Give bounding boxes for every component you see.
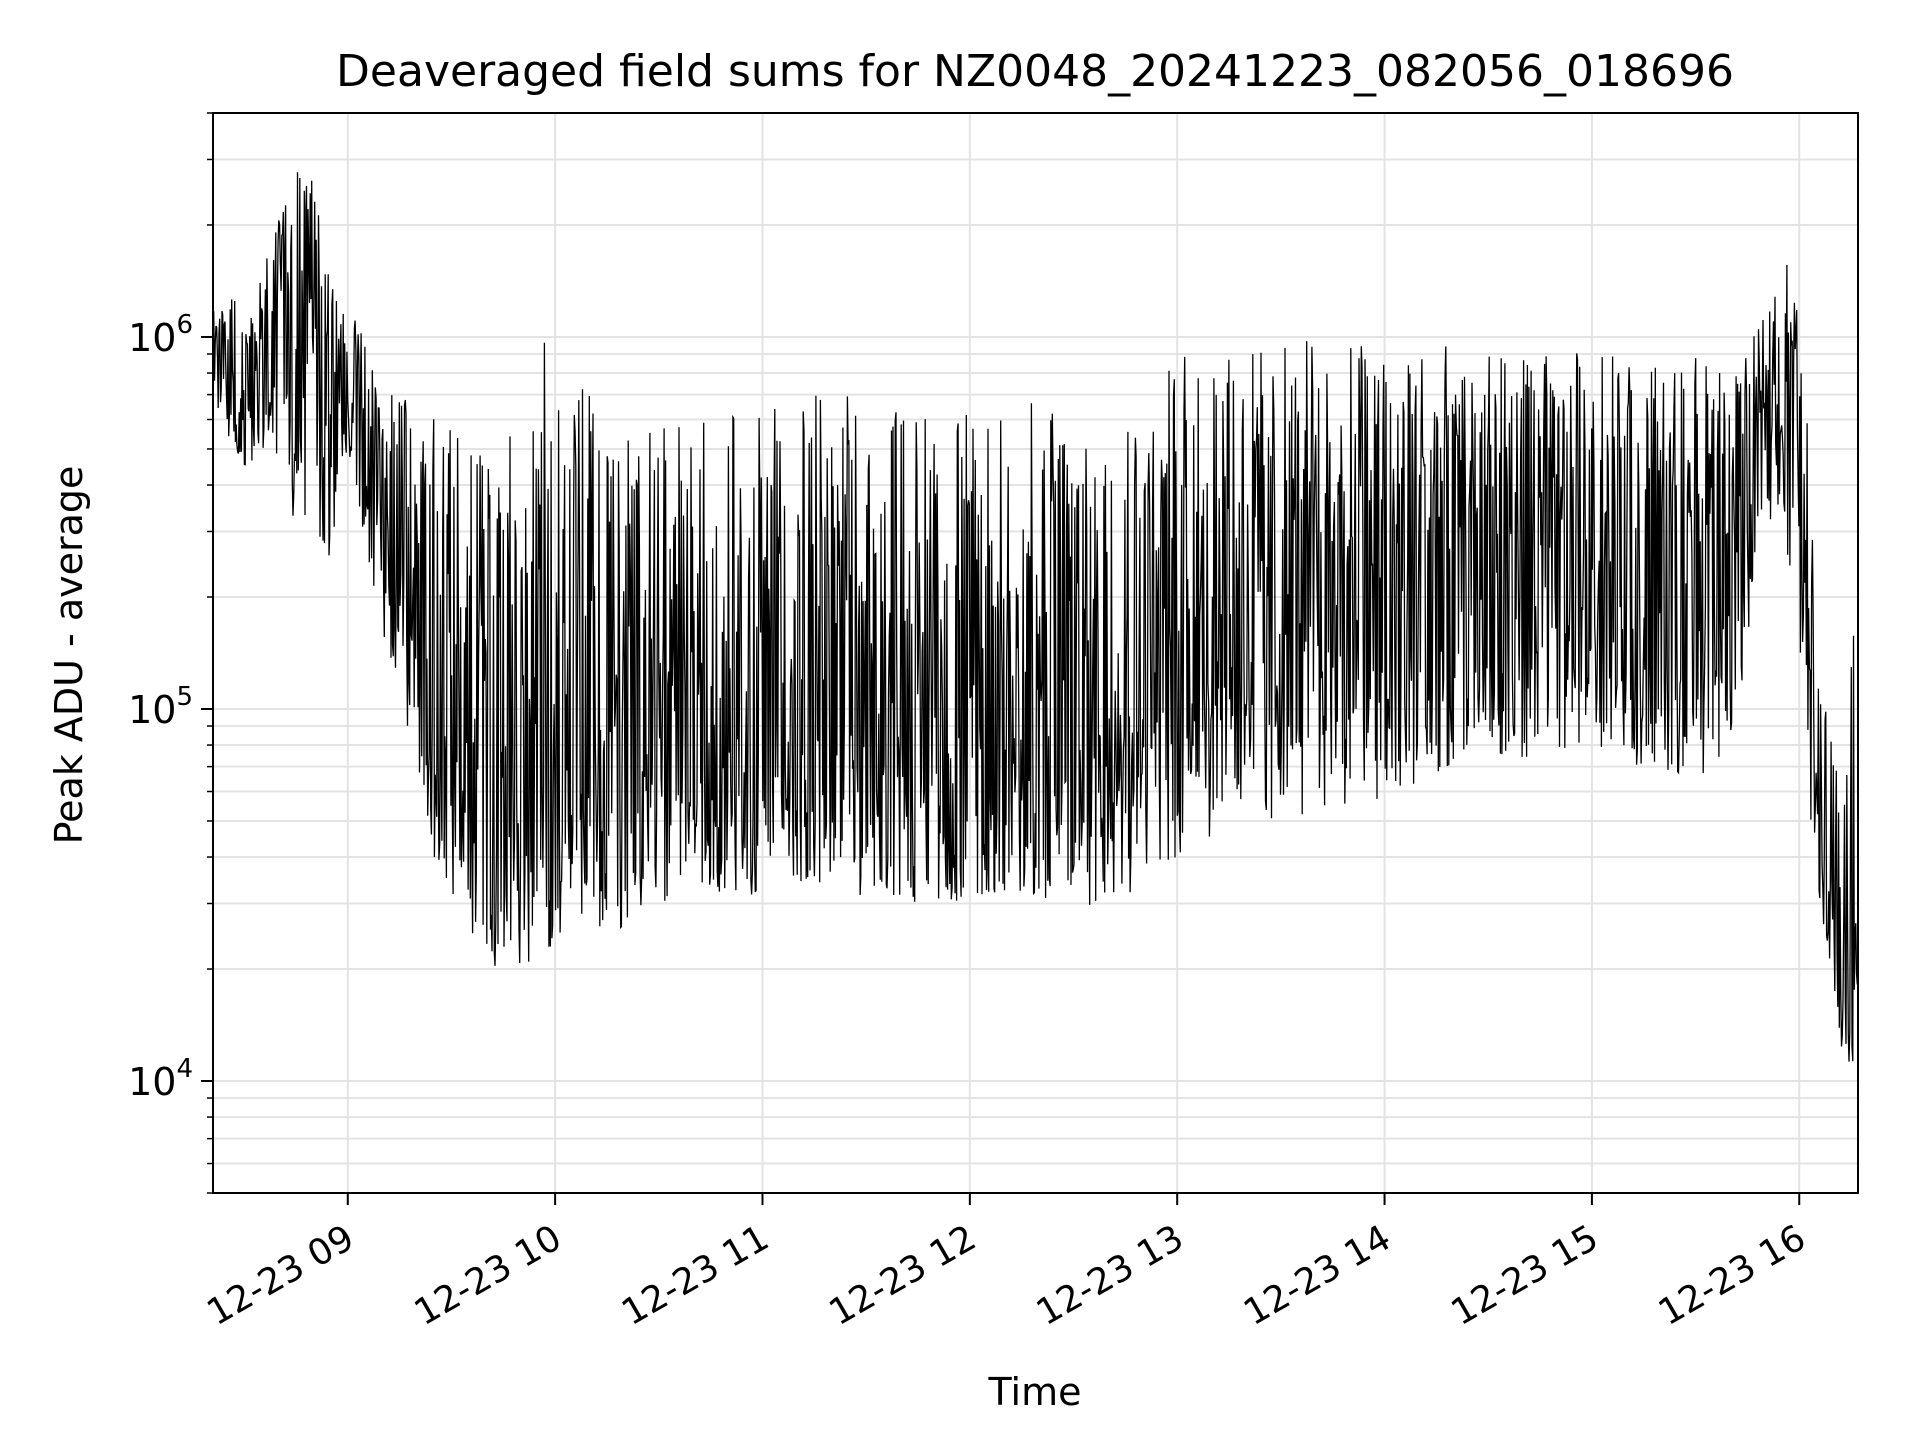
- chart-title: Deaveraged field sums for NZ0048_2024122…: [336, 46, 1734, 97]
- x-axis-label: Time: [988, 1370, 1082, 1414]
- series-line-path: [212, 172, 1859, 1062]
- y-tick-exponent: 6: [176, 310, 193, 340]
- y-tick-label: 104: [128, 1054, 193, 1104]
- y-tick-exponent: 4: [176, 1054, 193, 1084]
- y-axis-label: Peak ADU - average: [47, 466, 91, 845]
- y-tick-label: 106: [128, 310, 193, 360]
- data-series-line: [212, 172, 1859, 1062]
- plot-frame: [212, 112, 1859, 1194]
- y-tick-base: 10: [128, 1060, 176, 1104]
- y-tick-base: 10: [128, 688, 176, 732]
- y-tick-label: 105: [128, 682, 193, 732]
- y-tick-exponent: 5: [176, 682, 193, 712]
- y-tick-base: 10: [128, 316, 176, 360]
